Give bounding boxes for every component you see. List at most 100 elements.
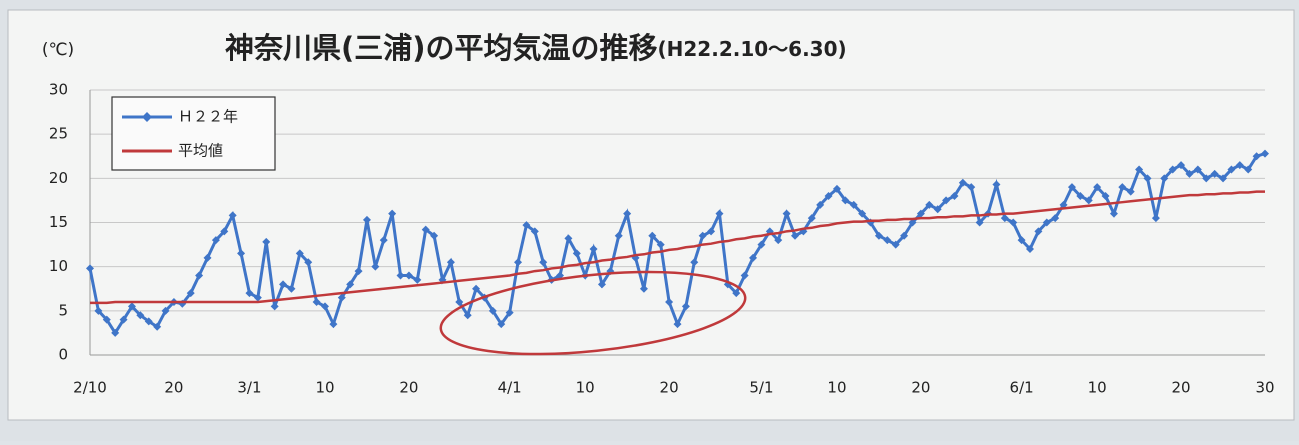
data-point <box>463 311 472 320</box>
data-point <box>1026 245 1034 253</box>
data-point <box>916 209 925 218</box>
data-point <box>656 240 665 249</box>
data-point <box>1185 169 1194 178</box>
data-point <box>858 209 867 218</box>
data-point <box>749 253 758 262</box>
x-tick-label: 5/1 <box>749 379 773 397</box>
data-point <box>371 262 380 271</box>
data-point <box>228 211 237 220</box>
legend-box <box>111 96 276 171</box>
data-point <box>1076 192 1085 200</box>
data-point <box>707 227 716 236</box>
y-tick-label: 10 <box>49 257 68 275</box>
data-point <box>287 284 296 293</box>
data-point <box>816 200 825 209</box>
data-point <box>950 192 959 200</box>
data-point <box>791 231 799 240</box>
data-point <box>446 258 455 267</box>
x-tick-label: 10 <box>827 379 846 397</box>
data-point <box>522 221 531 230</box>
data-point <box>807 214 816 223</box>
data-point <box>572 249 581 258</box>
data-point <box>883 236 892 245</box>
data-point <box>430 231 439 240</box>
data-point <box>379 236 388 245</box>
data-point <box>564 234 573 243</box>
data-point <box>1252 152 1261 161</box>
x-tick-label: 20 <box>1172 379 1191 397</box>
data-point <box>614 231 623 240</box>
data-point <box>472 284 481 293</box>
data-point <box>639 284 648 293</box>
x-tick-label: 30 <box>1255 379 1274 397</box>
data-point <box>1109 209 1118 218</box>
data-point <box>237 249 246 258</box>
data-point <box>933 205 942 214</box>
data-point <box>245 289 254 298</box>
data-point <box>304 258 313 267</box>
x-tick-label: 4/1 <box>498 379 522 397</box>
data-point <box>874 231 883 240</box>
data-point <box>824 192 833 200</box>
data-point <box>967 183 976 192</box>
data-point <box>1093 183 1102 192</box>
series-line <box>90 190 1265 305</box>
data-point <box>1244 165 1253 174</box>
data-point <box>203 253 212 262</box>
data-point <box>1126 187 1135 196</box>
data-point <box>597 280 606 289</box>
data-point <box>94 306 103 315</box>
data-point <box>740 271 749 280</box>
data-point <box>1235 161 1244 170</box>
data-point <box>1177 161 1186 170</box>
data-point <box>119 315 128 324</box>
data-point <box>1160 174 1169 183</box>
data-point <box>900 231 909 240</box>
data-point <box>1210 169 1219 178</box>
data-point <box>421 225 430 234</box>
data-point <box>497 320 506 329</box>
data-point <box>1067 183 1076 192</box>
data-point <box>673 320 682 329</box>
data-point <box>1034 227 1043 236</box>
highlight-ellipse <box>439 270 747 356</box>
title: 神奈川県(三浦)の平均気温の推移 <box>225 31 658 65</box>
data-point <box>539 258 548 267</box>
data-point <box>942 196 951 205</box>
data-point <box>396 271 405 280</box>
x-tick-label: 3/1 <box>237 379 261 397</box>
data-point <box>321 302 329 311</box>
data-point <box>732 289 741 298</box>
data-point <box>1227 165 1236 174</box>
data-point <box>975 218 984 227</box>
data-point <box>505 308 514 317</box>
legend-marker <box>142 112 152 122</box>
data-point <box>891 240 900 249</box>
data-point <box>488 306 497 315</box>
data-point <box>312 298 321 306</box>
data-point <box>1084 196 1093 205</box>
data-point <box>1202 174 1211 183</box>
data-point <box>958 178 967 187</box>
legend-label: Ｈ２２年 <box>178 108 238 126</box>
data-point <box>908 218 917 227</box>
data-point <box>136 311 145 320</box>
data-point <box>404 271 413 280</box>
data-point <box>1042 218 1051 227</box>
data-point <box>757 240 766 249</box>
data-point <box>413 275 422 284</box>
legend-label: 平均値 <box>178 142 223 160</box>
data-point <box>102 315 111 324</box>
data-point <box>589 245 598 253</box>
data-point <box>665 298 674 306</box>
data-point <box>514 258 523 267</box>
data-point <box>1051 214 1060 223</box>
data-point <box>841 196 850 205</box>
data-point <box>186 289 195 298</box>
data-point <box>144 317 153 326</box>
x-tick-label: 20 <box>660 379 679 397</box>
data-point <box>1059 200 1068 209</box>
data-point <box>354 267 363 276</box>
y-tick-label: 25 <box>49 125 68 143</box>
data-point <box>715 209 724 218</box>
